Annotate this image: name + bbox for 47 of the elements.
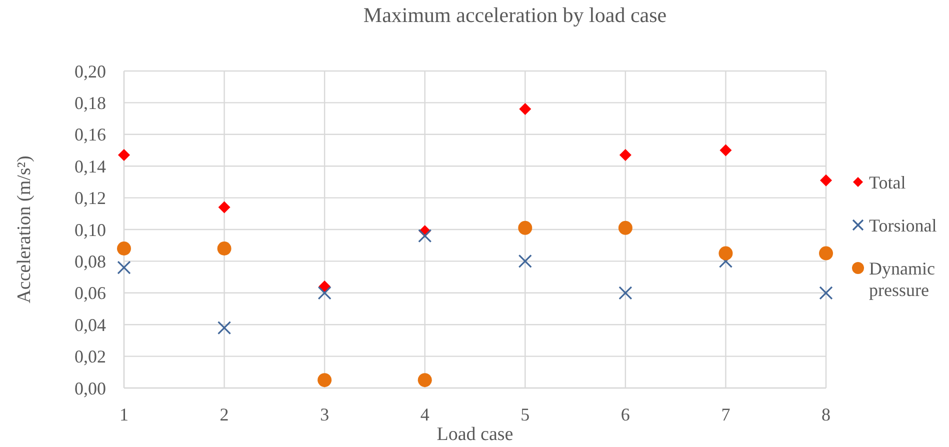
legend-label: Total: [869, 172, 906, 192]
point: [618, 220, 632, 235]
point: [318, 286, 332, 300]
y-tick-label: 0,16: [74, 124, 106, 145]
point: [819, 286, 833, 300]
point: [418, 229, 432, 243]
point: [518, 220, 532, 235]
y-tick-label: 0,02: [74, 346, 106, 367]
y-tick-label: 0,06: [74, 283, 106, 304]
y-tick-label: 0,08: [74, 252, 106, 272]
y-tick-label: 0,20: [74, 61, 106, 82]
point: [218, 201, 230, 214]
y-tick-label: 0,14: [74, 156, 106, 176]
chart-title: Maximum acceleration by load case: [363, 3, 667, 27]
legend-label: Torsional: [869, 215, 937, 236]
point: [619, 149, 632, 162]
x-tick-label: 6: [620, 404, 630, 424]
x-axis-title: Load case: [436, 424, 514, 445]
x-tick-label: 1: [120, 404, 128, 424]
x-tick-label: 8: [822, 404, 830, 424]
point: [318, 373, 332, 388]
point: [118, 149, 130, 162]
point: [618, 286, 632, 300]
y-tick-label: 0,18: [74, 93, 106, 113]
x-tick-label: 5: [520, 404, 530, 424]
y-tick-label: 0,00: [74, 378, 106, 398]
legend-label: Dynamic pressure: [869, 258, 935, 300]
x-tick-label: 4: [420, 404, 430, 424]
y-tick-label: 0,12: [74, 188, 106, 208]
x-tick-label: 3: [320, 404, 330, 424]
y-tick-label: 0,10: [74, 220, 106, 240]
point: [820, 174, 832, 186]
point: [718, 246, 733, 260]
point: [519, 103, 532, 116]
point: [718, 254, 733, 268]
x-tick-label: 2: [220, 404, 229, 424]
point: [117, 260, 131, 274]
point: [418, 373, 432, 388]
y-tick-label: 0,04: [74, 314, 106, 335]
y-axis-title: Acceleration (m/s²): [14, 156, 35, 304]
point: [819, 246, 833, 260]
point: [217, 320, 232, 335]
point: [518, 254, 532, 268]
point: [217, 242, 232, 256]
x-tick-label: 7: [721, 404, 730, 424]
point: [720, 144, 732, 156]
point: [117, 242, 131, 256]
